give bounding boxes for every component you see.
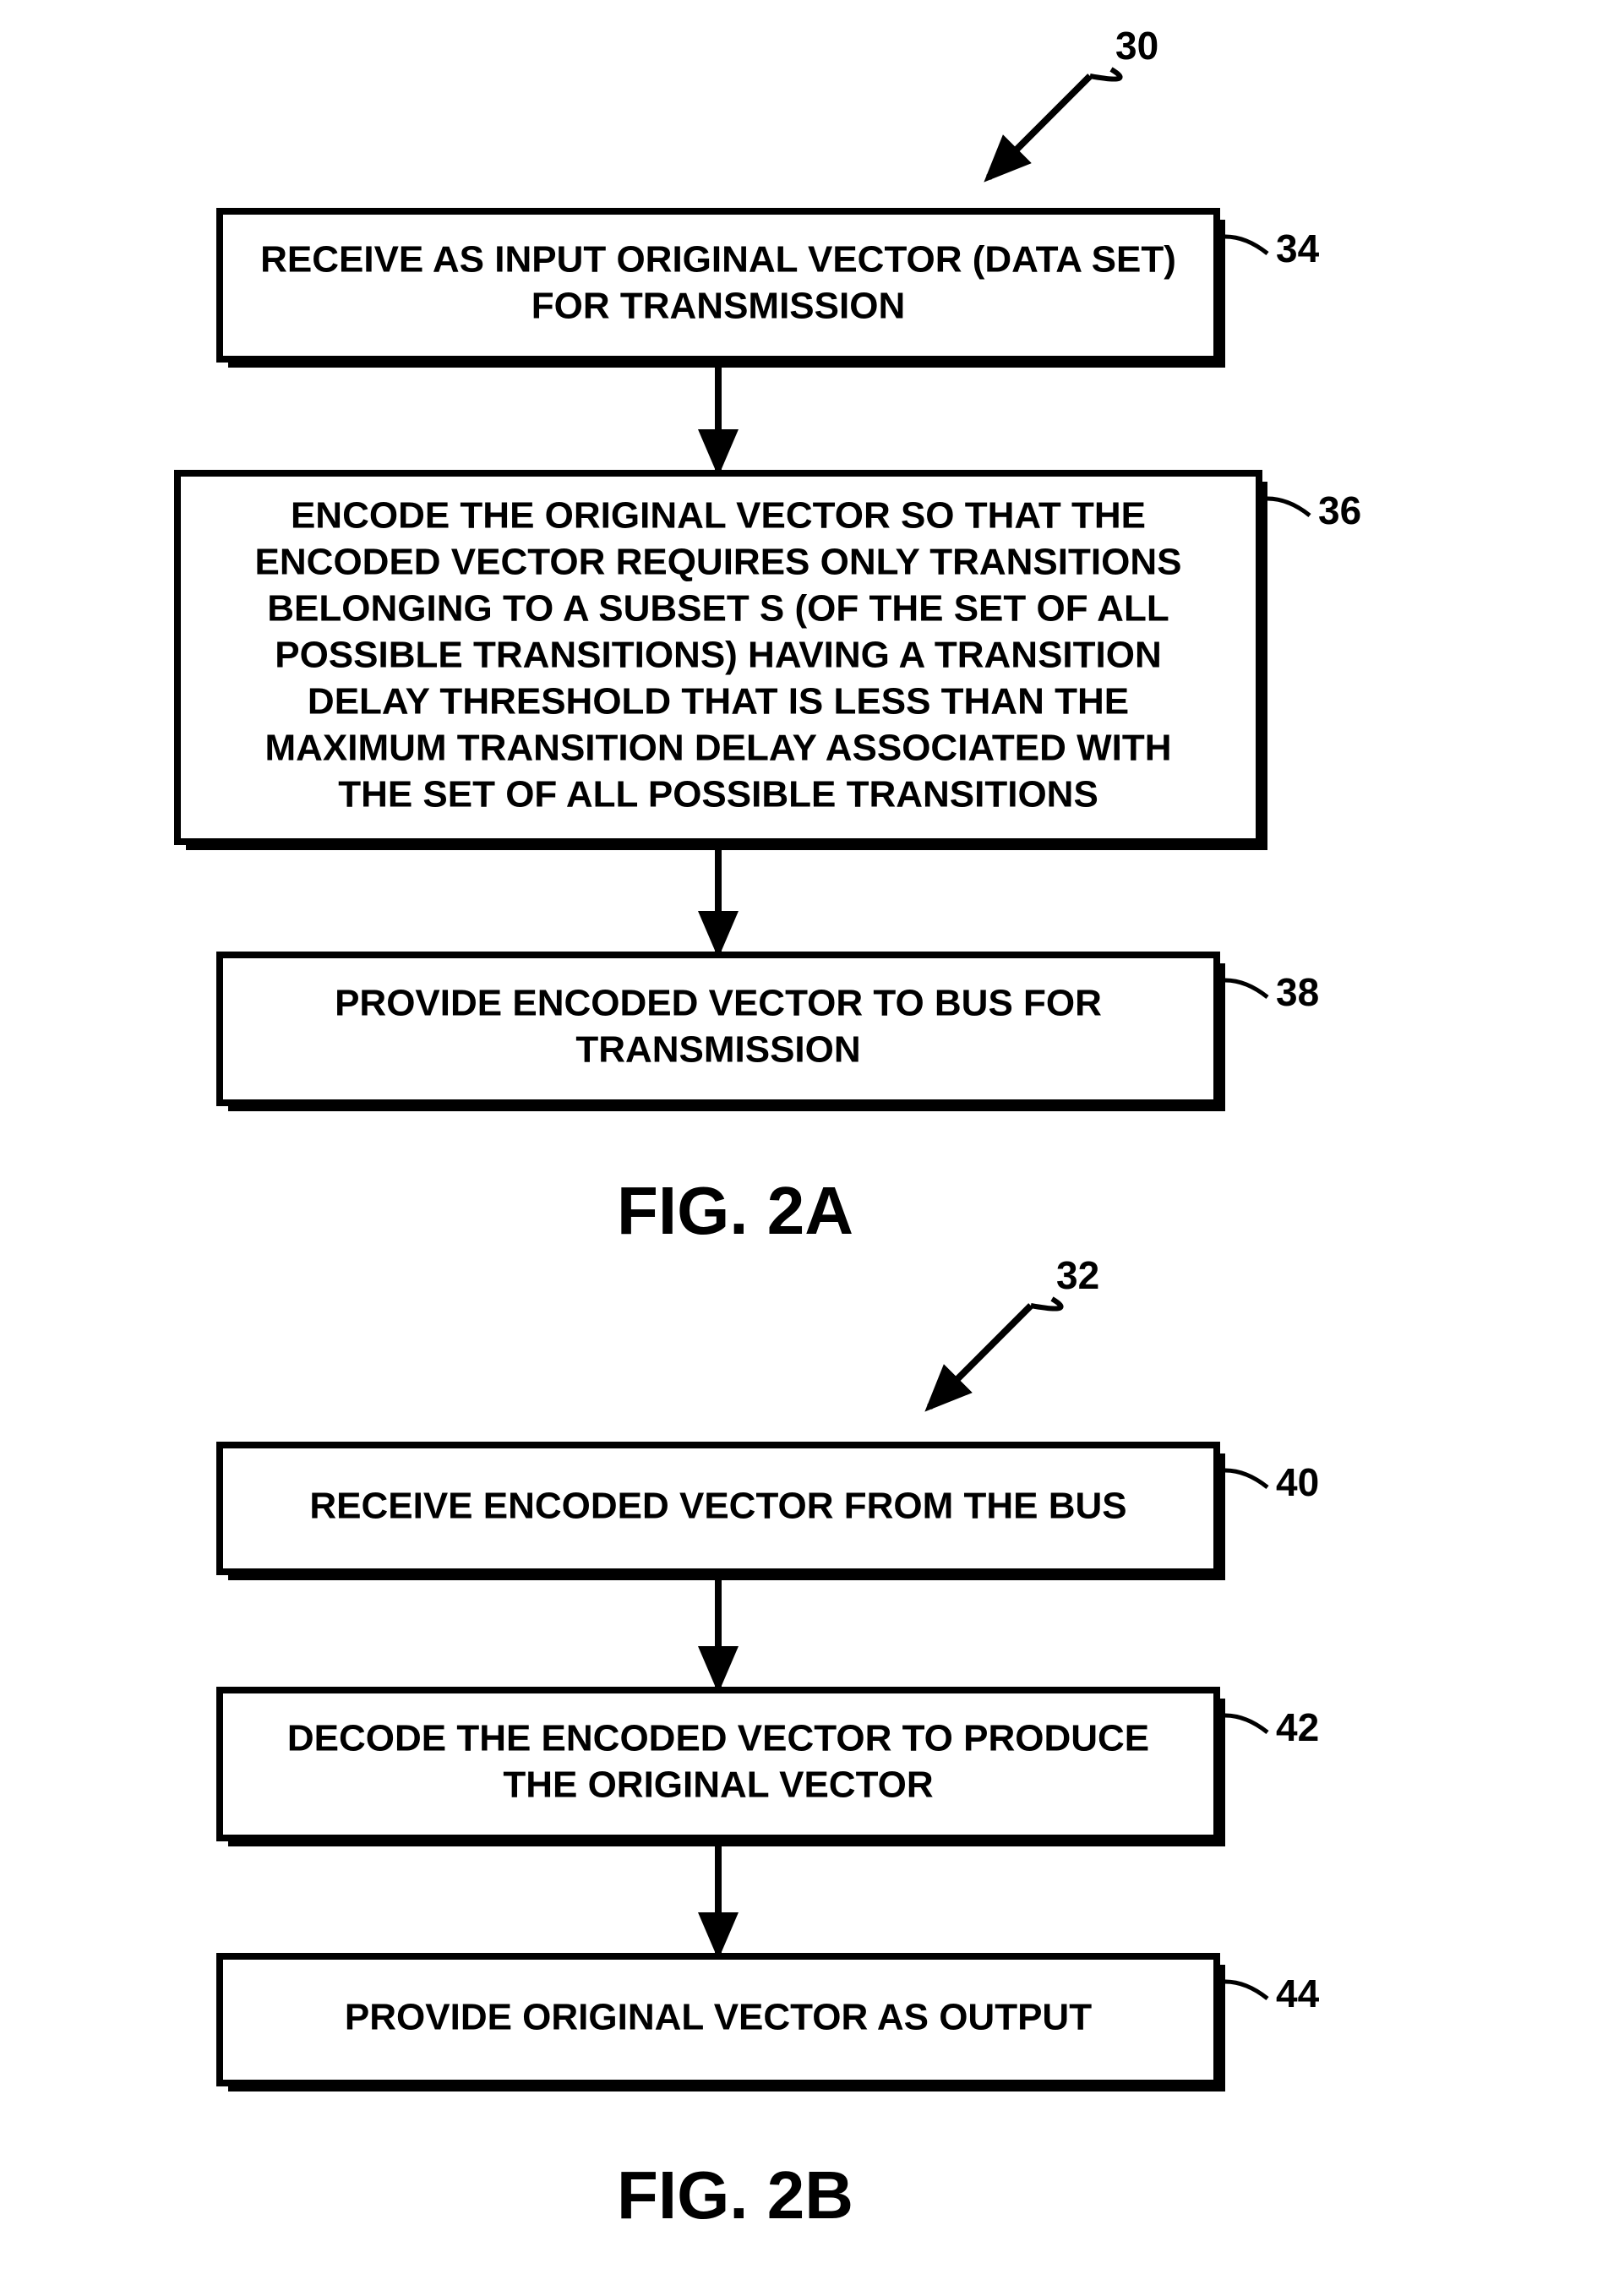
flow-box-text: DECODE THE ENCODED VECTOR TO PRODUCE (287, 1718, 1149, 1759)
flow-box-text: RECEIVE ENCODED VECTOR FROM THE BUS (309, 1486, 1126, 1527)
box-label: 34 (1276, 226, 1320, 270)
flow-box-text: TRANSMISSION (575, 1029, 860, 1071)
flow-box-text: ENCODED VECTOR REQUIRES ONLY TRANSITIONS (255, 542, 1182, 583)
box-label: 38 (1276, 970, 1319, 1014)
flow-box-text: POSSIBLE TRANSITIONS) HAVING A TRANSITIO… (275, 635, 1162, 676)
flow-box-text: THE SET OF ALL POSSIBLE TRANSITIONS (338, 774, 1098, 815)
box-label: 42 (1276, 1705, 1319, 1749)
box-label: 40 (1276, 1460, 1319, 1504)
figure-ref-label: 30 (1115, 24, 1158, 68)
figure-title: FIG. 2A (617, 1173, 853, 1248)
flow-box-text: RECEIVE AS INPUT ORIGINAL VECTOR (DATA S… (260, 239, 1176, 281)
flow-box-text: FOR TRANSMISSION (531, 286, 905, 327)
flow-box-text: PROVIDE ENCODED VECTOR TO BUS FOR (335, 983, 1102, 1024)
figure-title: FIG. 2B (617, 2157, 853, 2233)
flow-box-text: DELAY THRESHOLD THAT IS LESS THAN THE (308, 681, 1129, 723)
flow-box-text: PROVIDE ORIGINAL VECTOR AS OUTPUT (345, 1997, 1092, 2038)
flow-box-text: THE ORIGINAL VECTOR (503, 1764, 933, 1806)
box-label: 44 (1276, 1972, 1320, 2015)
flow-box-text: MAXIMUM TRANSITION DELAY ASSOCIATED WITH (264, 728, 1171, 769)
flow-box-text: ENCODE THE ORIGINAL VECTOR SO THAT THE (291, 495, 1146, 537)
box-label: 36 (1318, 488, 1361, 532)
flow-box-text: BELONGING TO A SUBSET S (OF THE SET OF A… (267, 588, 1169, 630)
figure-ref-label: 32 (1056, 1253, 1099, 1297)
